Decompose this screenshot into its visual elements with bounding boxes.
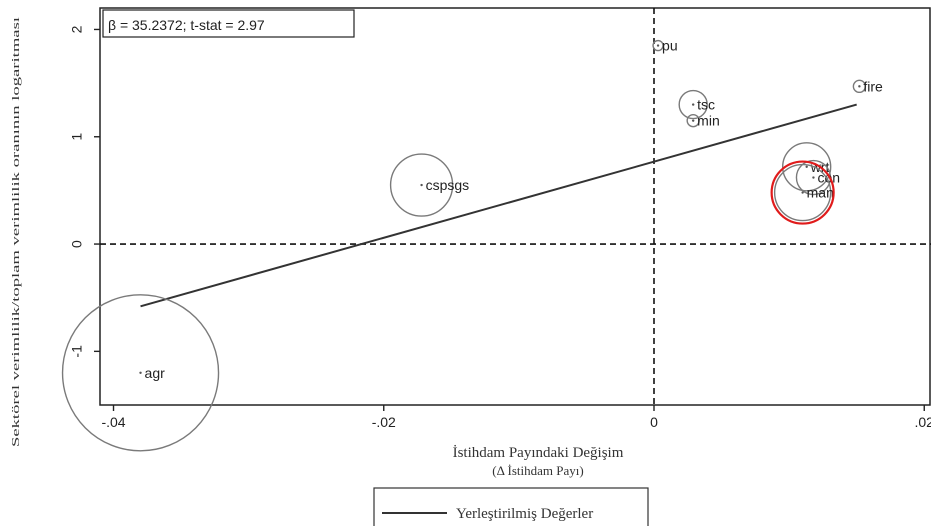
marker-pu (652, 39, 664, 52)
marker-dot-pu (656, 44, 660, 47)
x-tick-label: -.04 (101, 414, 125, 430)
y-tick-label: 0 (69, 240, 85, 248)
marker-dot-cspsgs (420, 183, 423, 187)
y-tick-label: -1 (69, 345, 85, 358)
plot-frame (99, 7, 931, 406)
marker-dot-tsc (691, 103, 695, 106)
point-label-tsc: tsc (697, 97, 715, 113)
annotation-text: β = 35.2372; t-stat = 2.97 (108, 17, 265, 33)
marker-agr (61, 294, 220, 452)
legend-entry-fitted: Yerleştirilmiş Değerler (456, 506, 593, 522)
legend-box (373, 487, 649, 526)
marker-min (686, 113, 700, 128)
point-label-agr: agr (145, 365, 166, 381)
point-label-cspsgs: cspsgs (426, 177, 470, 193)
y-tick-label: 2 (69, 25, 85, 33)
point-label-min: min (697, 113, 720, 129)
marker-dot-agr (139, 371, 142, 375)
point-label-man: man (807, 185, 834, 201)
marker-dot-con (812, 176, 815, 179)
x-tick-label: 0 (650, 414, 658, 430)
marker-man (773, 163, 832, 222)
marker-fire (852, 79, 867, 94)
x-axis-label: İstihdam Payındaki Değişim (453, 445, 624, 461)
x-tick-label: -.02 (372, 414, 396, 430)
annotation-box (102, 9, 355, 38)
point-label-fire: fire (863, 78, 883, 94)
axes: -.04 -.02 0 .02 -1 0 1 2 (69, 25, 931, 430)
marker-dot-wrt (805, 165, 808, 168)
marker-dot-fire (858, 85, 861, 88)
marker-dot-min (691, 119, 695, 122)
marker-dot-man (801, 191, 804, 194)
x-axis-sublabel: (Δ İstihdam Payı) (492, 463, 583, 478)
plot-area (99, 7, 931, 406)
y-axis-label: Sektörel verimlilik/toplam verimlilik or… (10, 17, 22, 447)
x-tick-label: .02 (915, 414, 931, 430)
marker-cspsgs (389, 153, 454, 217)
marker-wrt (781, 142, 832, 192)
fitted-line (140, 103, 857, 308)
y-tick-label: 1 (69, 133, 85, 141)
legend: Yerleştirilmiş Değerler (373, 487, 649, 526)
marker-tsc (678, 89, 708, 120)
point-label-pu: pu (662, 38, 678, 54)
highlight-circle (770, 160, 835, 225)
